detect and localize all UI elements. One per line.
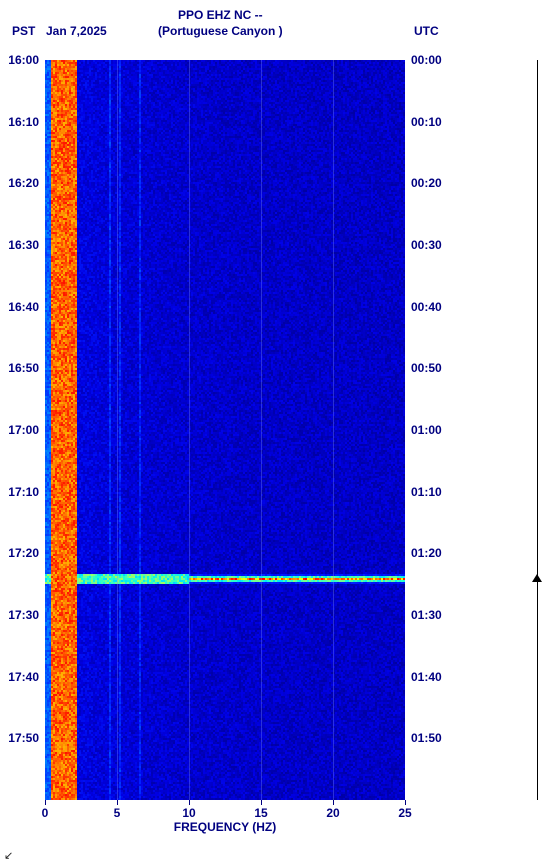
x-tick-mark [189, 800, 190, 805]
x-tick-mark [117, 800, 118, 805]
x-tick: 5 [114, 806, 121, 820]
y-tick-left: 16:20 [8, 176, 39, 190]
tz-right-label: UTC [414, 24, 439, 38]
x-tick: 15 [254, 806, 267, 820]
y-tick-right: 01:50 [411, 731, 442, 745]
y-tick-right: 01:40 [411, 670, 442, 684]
x-tick: 0 [42, 806, 49, 820]
y-tick-right: 01:00 [411, 423, 442, 437]
station-code: PPO EHZ NC -- [178, 8, 263, 22]
x-tick: 20 [326, 806, 339, 820]
spectrogram-canvas [45, 60, 405, 800]
gridline [261, 60, 262, 800]
y-tick-right: 00:20 [411, 176, 442, 190]
y-tick-right: 01:30 [411, 608, 442, 622]
y-tick-left: 17:10 [8, 485, 39, 499]
x-tick: 25 [398, 806, 411, 820]
location-label: (Portuguese Canyon ) [158, 24, 283, 38]
y-tick-left: 17:40 [8, 670, 39, 684]
spectrogram-plot: 16:0016:1016:2016:3016:4016:5017:0017:10… [45, 60, 405, 800]
y-tick-right: 00:50 [411, 361, 442, 375]
y-tick-right: 01:10 [411, 485, 442, 499]
x-tick-mark [405, 800, 406, 805]
x-axis-label: FREQUENCY (HZ) [174, 820, 276, 834]
y-tick-right: 00:30 [411, 238, 442, 252]
y-tick-left: 17:00 [8, 423, 39, 437]
tz-left-label: PST [12, 24, 35, 38]
y-tick-left: 16:30 [8, 238, 39, 252]
y-tick-left: 17:30 [8, 608, 39, 622]
side-marker-icon [532, 574, 542, 582]
y-tick-left: 17:50 [8, 731, 39, 745]
y-tick-right: 00:40 [411, 300, 442, 314]
y-tick-left: 17:20 [8, 546, 39, 560]
y-tick-right: 00:00 [411, 53, 442, 67]
y-tick-left: 16:50 [8, 361, 39, 375]
y-tick-right: 01:20 [411, 546, 442, 560]
gridline [117, 60, 118, 800]
y-tick-left: 16:00 [8, 53, 39, 67]
x-tick: 10 [182, 806, 195, 820]
gridline [333, 60, 334, 800]
gridline [189, 60, 190, 800]
footer-glyph: ↙ [4, 849, 13, 862]
y-tick-right: 00:10 [411, 115, 442, 129]
side-scale-bar [537, 60, 538, 800]
x-tick-mark [45, 800, 46, 805]
y-tick-left: 16:10 [8, 115, 39, 129]
x-tick-mark [261, 800, 262, 805]
y-tick-left: 16:40 [8, 300, 39, 314]
date-label: Jan 7,2025 [46, 24, 107, 38]
x-tick-mark [333, 800, 334, 805]
